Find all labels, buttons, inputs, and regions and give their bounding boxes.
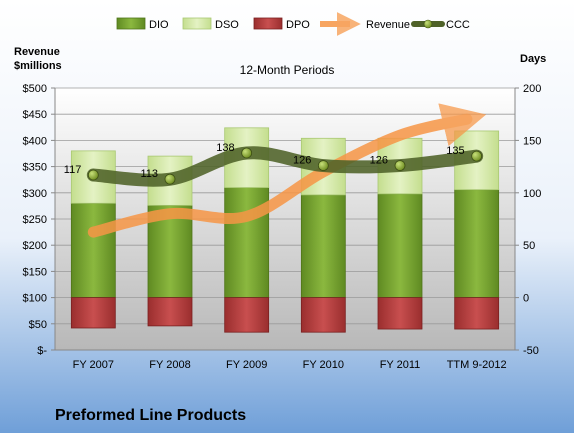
lines: 117 113 138 126 126 135 <box>64 103 487 238</box>
ccc-point <box>164 173 176 185</box>
ccc-data-label: 113 <box>140 168 158 180</box>
bar-dio <box>300 194 346 298</box>
legend-label: CCC <box>446 19 470 31</box>
left-tick-label: $- <box>37 345 47 357</box>
left-tick-label: $250 <box>23 214 47 226</box>
ccc-data-label: 126 <box>370 155 388 167</box>
ccc-data-label: 135 <box>446 145 464 157</box>
bar-dpo <box>377 297 423 330</box>
ccc-point <box>471 150 483 162</box>
company-name: Preformed Line Products <box>55 407 246 424</box>
ccc-data-label: 126 <box>293 155 311 167</box>
ccc-data-label: 138 <box>216 142 234 154</box>
bar-dio <box>70 202 116 298</box>
legend-label: Revenue <box>366 19 410 31</box>
ccc-point <box>87 169 99 181</box>
x-tick-label: FY 2007 <box>73 359 114 371</box>
right-tick-label: -50 <box>523 345 539 357</box>
bar-dpo <box>300 297 346 333</box>
right-axis-title: Days <box>520 53 546 65</box>
ccc-data-label: 117 <box>64 164 82 176</box>
legend-label: DSO <box>215 19 239 31</box>
left-axis-title-line2: $millions <box>14 60 62 72</box>
left-tick-label: $300 <box>23 188 47 200</box>
bar-dpo <box>70 297 116 329</box>
left-tick-label: $200 <box>23 240 47 252</box>
ccc-point <box>394 160 406 171</box>
x-tick-label: FY 2011 <box>380 359 421 371</box>
bar-dpo <box>224 297 270 333</box>
legend-swatch <box>182 17 212 30</box>
ccc-line <box>86 146 484 187</box>
left-tick-label: $500 <box>23 83 47 95</box>
axes <box>54 88 516 351</box>
x-tick-label: TTM 9-2012 <box>447 359 507 371</box>
left-tick-label: $450 <box>23 109 47 121</box>
ccc-point <box>241 147 253 159</box>
bar-dio <box>377 193 423 299</box>
left-tick-label: $100 <box>23 293 47 305</box>
right-tick-label: 200 <box>523 83 541 95</box>
x-tick-label: FY 2008 <box>149 359 190 371</box>
chart-title: 12-Month Periods <box>240 63 335 77</box>
bar-dpo <box>147 297 193 327</box>
left-tick-label: $50 <box>29 319 47 331</box>
legend-swatch <box>116 17 146 30</box>
bar-dio <box>454 189 500 299</box>
x-tick-label: FY 2009 <box>226 359 267 371</box>
left-tick-label: $350 <box>23 162 47 174</box>
left-axis-title-line1: Revenue <box>14 46 60 58</box>
legend: DIO DSO DPO Revenue CCC <box>116 12 470 36</box>
legend-marker <box>423 19 433 29</box>
right-tick-label: 50 <box>523 240 535 252</box>
right-tick-label: 150 <box>523 135 541 147</box>
legend-swatch <box>253 17 283 30</box>
tick-labels: $- $50 $100 $150 $200 $250 $300 $350 $400 $450 $50… <box>23 83 542 371</box>
bar-dio <box>224 187 270 298</box>
right-tick-label: 100 <box>523 188 541 200</box>
legend-label: DIO <box>149 19 169 31</box>
x-tick-label: FY 2010 <box>303 359 344 371</box>
bar-dpo <box>454 297 500 330</box>
left-tick-label: $150 <box>23 266 47 278</box>
revenue-line <box>87 103 487 238</box>
left-tick-label: $400 <box>23 135 47 147</box>
legend-label: DPO <box>286 19 310 31</box>
ccc-point <box>317 160 329 171</box>
right-tick-label: 0 <box>523 293 529 305</box>
